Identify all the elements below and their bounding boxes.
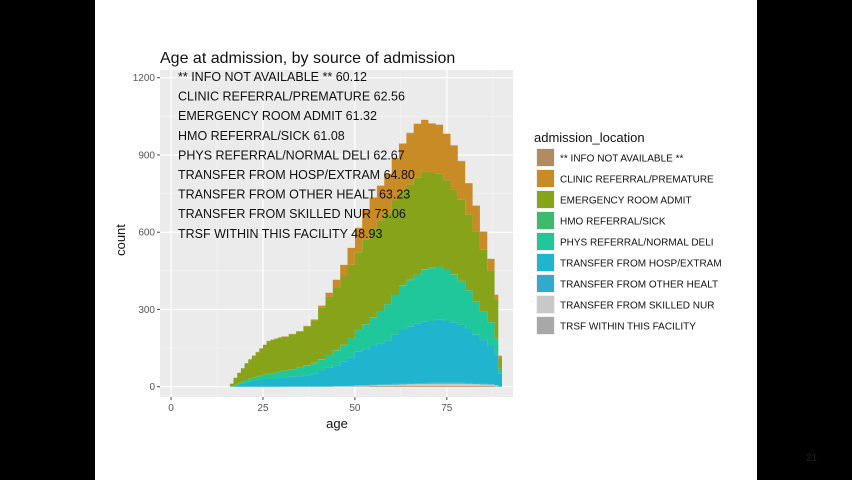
legend-swatch bbox=[537, 170, 554, 187]
y-tick-label: 1200 bbox=[133, 73, 156, 84]
areas bbox=[226, 119, 502, 387]
legend-swatch bbox=[537, 275, 554, 292]
area-series-transfer-from-skilled-nur bbox=[226, 383, 502, 387]
legend-swatch bbox=[537, 191, 554, 208]
legend-swatch bbox=[537, 296, 554, 313]
legend-label: PHYS REFERRAL/NORMAL DELI bbox=[560, 238, 714, 249]
legend-items: ** INFO NOT AVAILABLE ** CLINIC REFERRAL/… bbox=[536, 148, 722, 335]
x-tick-label: 50 bbox=[349, 403, 361, 414]
x-axis-label: age bbox=[326, 416, 348, 431]
chart-title: Age at admission, by source of admission bbox=[160, 50, 455, 67]
area-series-info-not-available bbox=[226, 385, 502, 387]
legend-label: ** INFO NOT AVAILABLE ** bbox=[560, 154, 683, 165]
y-axis-label: count bbox=[113, 224, 128, 256]
y-tick-label: 0 bbox=[149, 382, 155, 393]
x-tick-label: 75 bbox=[441, 403, 453, 414]
annotation-text: TRANSFER FROM SKILLED NUR 73.06 bbox=[178, 207, 406, 221]
legend-label: EMERGENCY ROOM ADMIT bbox=[560, 196, 692, 207]
annotation-text: TRANSFER FROM HOSP/EXTRAM 64.80 bbox=[178, 168, 415, 182]
legend-swatch bbox=[537, 149, 554, 166]
x-tick-label: 25 bbox=[257, 403, 269, 414]
legend-label: HMO REFERRAL/SICK bbox=[560, 217, 666, 228]
legend-title: admission_location bbox=[534, 130, 645, 145]
legend-label: TRANSFER FROM OTHER HEALT bbox=[560, 280, 718, 291]
slide-number: 21 bbox=[806, 453, 818, 464]
annotation-text: EMERGENCY ROOM ADMIT 61.32 bbox=[178, 109, 377, 123]
area-series-emergency-room-admit bbox=[226, 171, 502, 387]
x-tick-label: 0 bbox=[168, 403, 174, 414]
annotation-text: HMO REFERRAL/SICK 61.08 bbox=[178, 129, 345, 143]
annotation-text: TRSF WITHIN THIS FACILITY 48.93 bbox=[178, 227, 382, 241]
annotations: ** INFO NOT AVAILABLE ** 60.12 CLINIC REF… bbox=[178, 70, 415, 241]
area-series-phys-referral-normal-deli bbox=[226, 267, 502, 387]
legend-swatch bbox=[537, 212, 554, 229]
legend-label: TRSF WITHIN THIS FACILITY bbox=[560, 322, 696, 333]
y-tick-label: 300 bbox=[138, 305, 155, 316]
annotation-text: CLINIC REFERRAL/PREMATURE 62.56 bbox=[178, 90, 405, 104]
legend-label: TRANSFER FROM SKILLED NUR bbox=[560, 301, 714, 312]
annotation-text: ** INFO NOT AVAILABLE ** 60.12 bbox=[178, 70, 367, 84]
annotation-text: PHYS REFERRAL/NORMAL DELI 62.67 bbox=[178, 148, 405, 162]
legend: admission_location ** INFO NOT AVAILABLE… bbox=[534, 130, 722, 335]
annotation-text: TRANSFER FROM OTHER HEALT 63.23 bbox=[178, 188, 410, 202]
legend-label: CLINIC REFERRAL/PREMATURE bbox=[560, 175, 714, 186]
y-tick-label: 900 bbox=[138, 150, 155, 161]
legend-swatch bbox=[537, 233, 554, 250]
area-series-transfer-from-hosp-extram bbox=[226, 319, 502, 387]
y-tick-label: 600 bbox=[138, 228, 155, 239]
legend-swatch bbox=[537, 254, 554, 271]
legend-swatch bbox=[537, 317, 554, 334]
axes: 0 300 600 900 1200 0 25 50 75 bbox=[133, 73, 453, 414]
legend-label: TRANSFER FROM HOSP/EXTRAM bbox=[560, 259, 722, 270]
